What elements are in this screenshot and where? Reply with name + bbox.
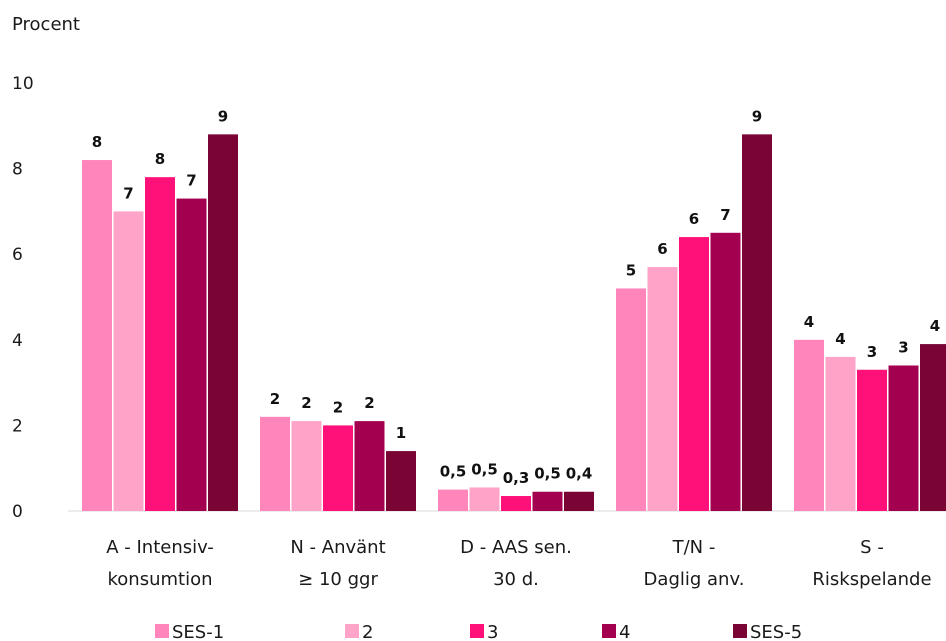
data-label: 0,5 [471,460,498,478]
category-labels: A - Intensiv-konsumtion N - Använt ≥ 10 gg… [106,537,931,590]
data-label: 7 [186,172,196,190]
bar [710,232,741,512]
bar [386,451,416,511]
data-label: 8 [155,150,165,168]
bar [82,160,112,512]
data-label: 2 [364,394,374,412]
data-label: 2 [270,390,280,408]
bar [113,211,144,511]
data-label: 6 [689,210,699,228]
data-label: 2 [301,394,311,412]
category-label: D - AAS sen. [460,537,572,558]
bar [825,356,856,511]
bar [647,267,678,511]
legend-swatch [345,624,359,638]
bar [260,416,290,511]
data-label: 1 [396,424,406,442]
y-tick-label: 4 [12,331,23,351]
bar [501,496,531,511]
bar [323,425,353,511]
data-label: 6 [657,240,667,258]
data-label: 9 [218,107,228,125]
data-label: 4 [804,313,814,331]
legend-swatch [470,624,484,638]
bar [888,365,919,511]
legend-label: 3 [487,622,498,641]
data-label: 0,5 [440,463,467,481]
bar [564,491,594,511]
bar [857,369,887,511]
data-label: 0,3 [503,469,530,487]
data-label: 4 [835,330,845,348]
y-axis-label: Procent [12,14,80,35]
bars [82,134,946,512]
data-label: 7 [720,206,730,224]
legend-swatch [602,624,616,638]
y-tick-label: 10 [12,74,34,94]
data-label: 7 [123,184,133,202]
category-label: 30 d. [493,569,539,590]
category-label: A - Intensiv- [106,537,214,558]
category-label: N - Använt [290,537,385,558]
category-label: konsumtion [107,569,212,590]
data-labels: 8 2 0,5 5 4 7 2 0,5 6 4 8 2 0,3 6 3 7 2 0,5 7 3 9 1 0,4 9 4 [92,107,940,487]
data-label: 3 [867,343,877,361]
y-tick-label: 8 [12,160,23,180]
bar [438,489,468,511]
legend-swatch [155,624,169,638]
bar [616,288,646,511]
data-label: 3 [898,338,908,356]
bar [532,491,563,511]
legend-swatch [733,624,747,638]
legend-label: SES-1 [172,622,224,641]
category-label: Daglig anv. [644,569,745,590]
legend-label: 2 [362,622,373,641]
y-tick-label: 0 [12,502,23,522]
bar [920,344,946,511]
legend-label: SES-5 [750,622,802,641]
y-axis-ticks: 0 2 4 6 8 10 [12,74,34,522]
bar [469,487,500,511]
bar [208,134,238,512]
data-label: 5 [626,261,636,279]
bar [354,421,385,511]
y-tick-label: 2 [12,416,23,436]
legend-label: 4 [619,622,630,641]
y-tick-label: 6 [12,245,23,265]
bar [176,198,207,511]
data-label: 0,5 [534,465,561,483]
bar [794,339,824,511]
data-label: 4 [930,317,940,335]
category-label: T/N - [672,537,716,558]
data-label: 2 [333,398,343,416]
bar [145,177,175,511]
bar [291,421,322,511]
bar [742,134,772,512]
data-label: 9 [752,107,762,125]
data-label: 8 [92,133,102,151]
data-label: 0,4 [566,465,593,483]
category-label: Riskspelande [812,569,931,590]
category-label: S - [860,537,884,558]
legend: SES-1 2 3 4 SES-5 [155,622,802,641]
bar [679,237,709,511]
category-label: ≥ 10 ggr [298,569,378,590]
